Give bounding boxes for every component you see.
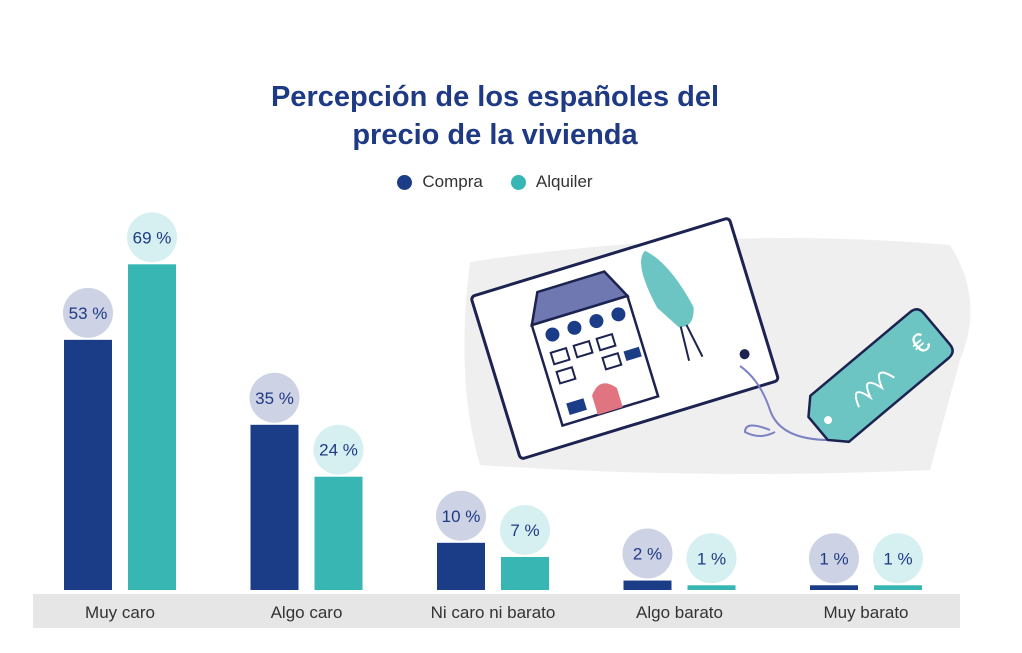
bar-alquiler [501,556,549,590]
data-label: 1 % [697,549,726,568]
legend: Compra Alquiler [0,172,990,192]
chart-title: Percepción de los españoles del precio d… [0,78,990,154]
bar-compra [437,542,485,590]
data-label-bg [873,533,923,584]
legend-label: Compra [422,172,483,191]
bar-alquiler [314,476,363,590]
legend-item-compra: Compra [397,172,483,192]
data-label-bg [249,372,300,423]
legend-label: Alquiler [535,172,593,191]
data-label-bg [436,490,486,541]
bar-compra [250,424,299,590]
data-label-bg [313,424,364,475]
category-label: Ni caro ni barato [431,603,556,622]
category-axis-band [33,594,960,628]
data-label: 24 % [319,441,358,460]
data-label: 53 % [69,304,108,323]
bar-alquiler [687,585,736,590]
data-label: 1 % [819,549,848,568]
data-label-bg [63,287,113,338]
legend-swatch-compra [397,174,413,190]
legend-item-alquiler: Alquiler [510,172,593,192]
title-line-1: Percepción de los españoles del [270,81,720,113]
bar-compra [810,585,858,590]
house-price-tag-illustration: € [464,217,971,474]
legend-swatch-alquiler [510,174,526,190]
data-label: 2 % [633,545,662,564]
category-label: Algo barato [636,603,723,622]
data-label-bg [127,212,177,263]
data-label-bg [500,504,550,555]
data-label-bg [622,528,673,579]
data-label: 69 % [133,228,172,247]
data-label-bg [809,533,859,584]
data-label: 7 % [510,521,539,540]
category-label: Algo caro [271,603,343,622]
title-line-2: precio de la vivienda [352,119,638,151]
data-label: 1 % [883,549,912,568]
data-label: 35 % [255,389,294,408]
category-label: Muy barato [823,603,908,622]
data-label: 10 % [442,507,481,526]
bar-alquiler [874,585,922,590]
data-label-bg [686,533,737,584]
bar-alquiler [128,264,176,590]
category-label: Muy caro [85,603,155,622]
bar-compra [64,339,112,590]
bar-compra [623,580,672,590]
